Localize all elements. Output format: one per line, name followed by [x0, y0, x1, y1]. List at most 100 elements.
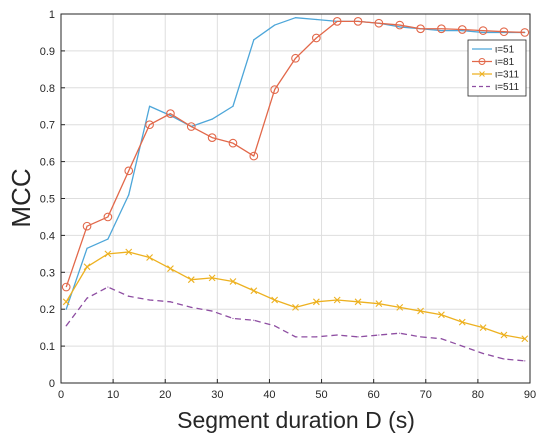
legend-label: ι=51: [495, 45, 515, 56]
data-point: [271, 296, 279, 304]
data-point: [399, 26, 401, 28]
data-point: [503, 358, 505, 360]
data-point: [82, 221, 92, 231]
data-point: [229, 278, 237, 285]
data-point: [103, 212, 113, 222]
legend-label: ι=311: [495, 70, 519, 81]
x-tick-label: 70: [420, 389, 432, 401]
data-point: [395, 20, 405, 30]
y-tick-label: 0.1: [40, 341, 55, 353]
data-point: [128, 194, 130, 196]
data-point: [292, 303, 299, 311]
y-tick-label: 0.8: [40, 83, 55, 95]
data-point: [167, 265, 174, 272]
data-point: [294, 17, 297, 19]
legend-item: ι=511: [472, 82, 519, 93]
data-point: [207, 133, 217, 142]
data-point: [294, 336, 297, 338]
data-point: [249, 151, 259, 161]
data-point: [315, 336, 317, 338]
data-point: [128, 295, 130, 297]
y-tick-label: 0.9: [40, 46, 55, 58]
data-point: [211, 310, 213, 312]
data-point: [270, 85, 280, 94]
data-point: [357, 336, 359, 338]
data-point: [169, 114, 172, 117]
y-tick-label: 0.3: [40, 267, 55, 279]
data-point: [437, 24, 446, 34]
y-tick-label: 1: [49, 9, 55, 21]
data-point: [83, 263, 91, 271]
legend-item: ι=51: [472, 45, 515, 56]
data-point: [62, 298, 70, 306]
series-layer: [61, 17, 530, 362]
data-point: [61, 282, 71, 292]
data-point: [125, 248, 133, 256]
y-tick-label: 0.2: [40, 304, 55, 316]
data-point: [336, 334, 338, 336]
data-point: [416, 24, 425, 34]
data-point: [148, 105, 151, 107]
data-point: [312, 298, 320, 306]
y-tick-label: 0.5: [40, 194, 55, 206]
data-point: [86, 297, 88, 299]
ticks: 0 10 20 30 40 50 60 70 80 90 0 0.1 0.2 0.3 0.4 0.5 0.6 0.…: [40, 9, 536, 401]
x-axis-title: Segment duration D (s): [177, 407, 415, 433]
data-point: [104, 250, 112, 258]
data-point: [253, 39, 255, 41]
series-4: [65, 286, 526, 362]
series-line: [65, 20, 525, 288]
data-point: [315, 18, 317, 21]
data-point: [482, 352, 484, 355]
data-point: [332, 17, 342, 26]
legend-item: ι=311: [472, 70, 519, 81]
data-point: [232, 105, 234, 107]
data-point: [482, 31, 484, 34]
data-point: [457, 25, 467, 34]
x-tick-label: 50: [315, 389, 327, 401]
data-point: [146, 254, 153, 261]
data-point: [438, 311, 445, 319]
data-point: [521, 335, 529, 343]
data-point: [124, 166, 134, 176]
data-point: [187, 276, 195, 284]
data-point: [208, 274, 216, 282]
series-3: [62, 248, 529, 343]
data-point: [190, 306, 192, 308]
legend-item: ι=81: [472, 57, 515, 68]
data-point: [250, 287, 258, 295]
data-point: [419, 336, 422, 338]
data-point: [107, 286, 109, 288]
x-tick-label: 60: [368, 389, 380, 401]
data-point: [399, 332, 401, 334]
data-point: [461, 345, 463, 347]
data-point: [499, 27, 509, 37]
data-point: [440, 338, 443, 340]
data-point: [291, 53, 300, 63]
data-point: [274, 325, 276, 327]
data-point: [166, 109, 175, 118]
y-tick-label: 0.7: [40, 120, 55, 132]
data-point: [440, 30, 443, 32]
data-point: [524, 360, 526, 362]
data-point: [65, 308, 67, 310]
data-point: [461, 30, 463, 32]
data-point: [228, 138, 238, 148]
legend-label: ι=81: [495, 57, 515, 68]
legend-label: ι=511: [495, 82, 519, 93]
y-tick-label: 0.6: [40, 157, 55, 169]
data-point: [417, 307, 424, 315]
data-point: [148, 299, 151, 301]
x-tick-label: 0: [58, 389, 64, 401]
data-point: [458, 318, 466, 326]
data-point: [65, 325, 67, 327]
y-tick-label: 0.4: [40, 230, 55, 242]
data-point: [375, 300, 383, 308]
y-axis-title: MCC: [6, 168, 36, 227]
data-point: [145, 120, 154, 130]
data-point: [186, 122, 196, 131]
data-point: [211, 118, 213, 120]
data-point: [378, 334, 380, 336]
